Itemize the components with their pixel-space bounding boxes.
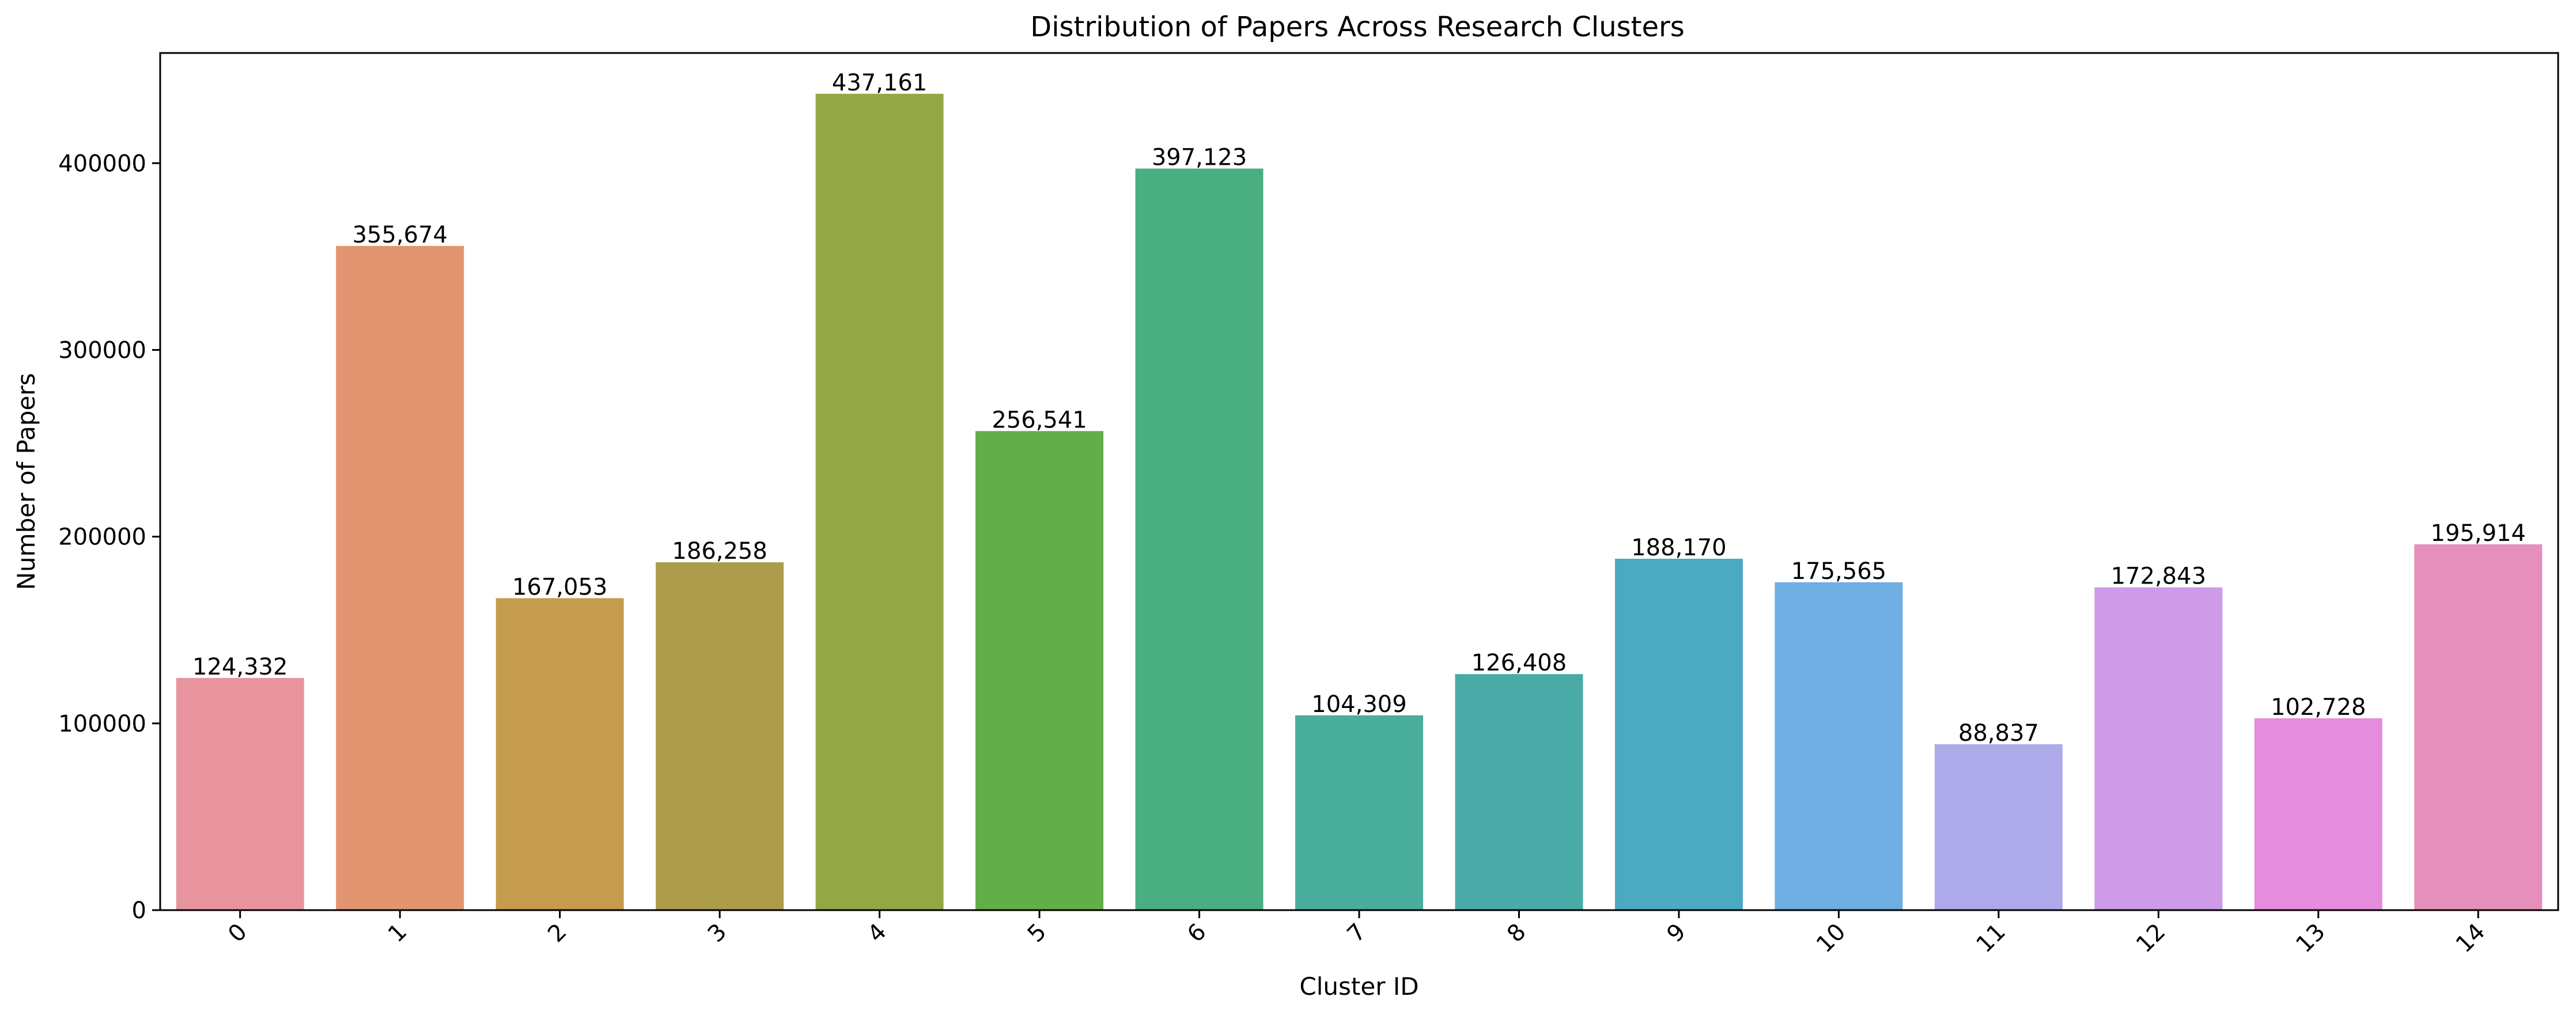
bar-value-label-5: 256,541: [992, 407, 1087, 433]
x-tick-label-14: 14: [2451, 919, 2491, 959]
bar-0: [176, 677, 304, 910]
bar-7: [1295, 715, 1423, 910]
bar-value-label-14: 195,914: [2431, 520, 2526, 547]
bar-12: [2094, 587, 2223, 910]
bar-value-label-9: 188,170: [1631, 535, 1726, 561]
x-tick-label-11: 11: [1971, 919, 2011, 959]
bar-4: [815, 93, 944, 910]
bar-value-label-6: 397,123: [1152, 145, 1247, 171]
bar-14: [2414, 544, 2543, 910]
x-tick-label-3: 3: [703, 919, 732, 948]
x-tick-label-5: 5: [1023, 919, 1052, 948]
bar-5: [975, 431, 1104, 910]
bar-value-label-8: 126,408: [1472, 650, 1567, 676]
bar-13: [2254, 718, 2382, 910]
bar-10: [1775, 582, 1903, 910]
bar-3: [656, 562, 784, 910]
bar-value-label-13: 102,728: [2271, 694, 2366, 721]
x-tick-label-7: 7: [1342, 919, 1372, 948]
bar-1: [336, 245, 464, 910]
x-tick-label-13: 13: [2291, 919, 2331, 959]
bar-value-label-10: 175,565: [1791, 558, 1886, 585]
bar-value-label-1: 355,674: [352, 222, 447, 248]
x-tick-label-6: 6: [1182, 919, 1212, 948]
bar-value-label-2: 167,053: [512, 574, 607, 600]
x-axis: 0 1 2 3 4 5 6 7 8 9 10 11 12 13 14: [223, 910, 2490, 958]
bar-value-label-3: 186,258: [672, 538, 767, 565]
x-tick-label-8: 8: [1502, 919, 1531, 948]
x-tick-label-2: 2: [543, 919, 572, 948]
bar-9: [1614, 558, 1743, 910]
y-axis-label: Number of Papers: [12, 373, 40, 590]
bar-value-label-0: 124,332: [192, 654, 288, 680]
x-tick-label-1: 1: [383, 919, 413, 948]
bar-value-label-12: 172,843: [2111, 563, 2206, 590]
bar-labels-layer: 124,332 355,674 167,053 186,258 437,161 256,5…: [192, 70, 2526, 747]
y-tick-label-200000: 200000: [58, 524, 146, 551]
y-tick-label-300000: 300000: [58, 337, 146, 363]
x-tick-label-9: 9: [1662, 919, 1691, 948]
x-tick-label-0: 0: [223, 919, 252, 948]
bar-value-label-11: 88,837: [1958, 720, 2039, 747]
chart-title: Distribution of Papers Across Research C…: [1030, 11, 1685, 43]
bar-11: [1934, 744, 2063, 910]
bars-layer: [176, 93, 2543, 910]
y-tick-label-0: 0: [132, 897, 146, 924]
y-tick-label-400000: 400000: [58, 150, 146, 177]
bar-value-label-4: 437,161: [832, 70, 927, 96]
x-tick-label-4: 4: [863, 919, 892, 948]
bar-value-label-7: 104,309: [1311, 691, 1406, 718]
x-tick-label-10: 10: [1811, 919, 1851, 959]
y-axis: 0 100000 200000 300000 400000: [58, 150, 160, 924]
bar-8: [1455, 674, 1583, 910]
x-tick-label-12: 12: [2131, 919, 2171, 959]
x-axis-label: Cluster ID: [1299, 972, 1418, 1001]
y-tick-label-100000: 100000: [58, 711, 146, 737]
bar-6: [1135, 168, 1264, 910]
bar-2: [495, 598, 624, 910]
